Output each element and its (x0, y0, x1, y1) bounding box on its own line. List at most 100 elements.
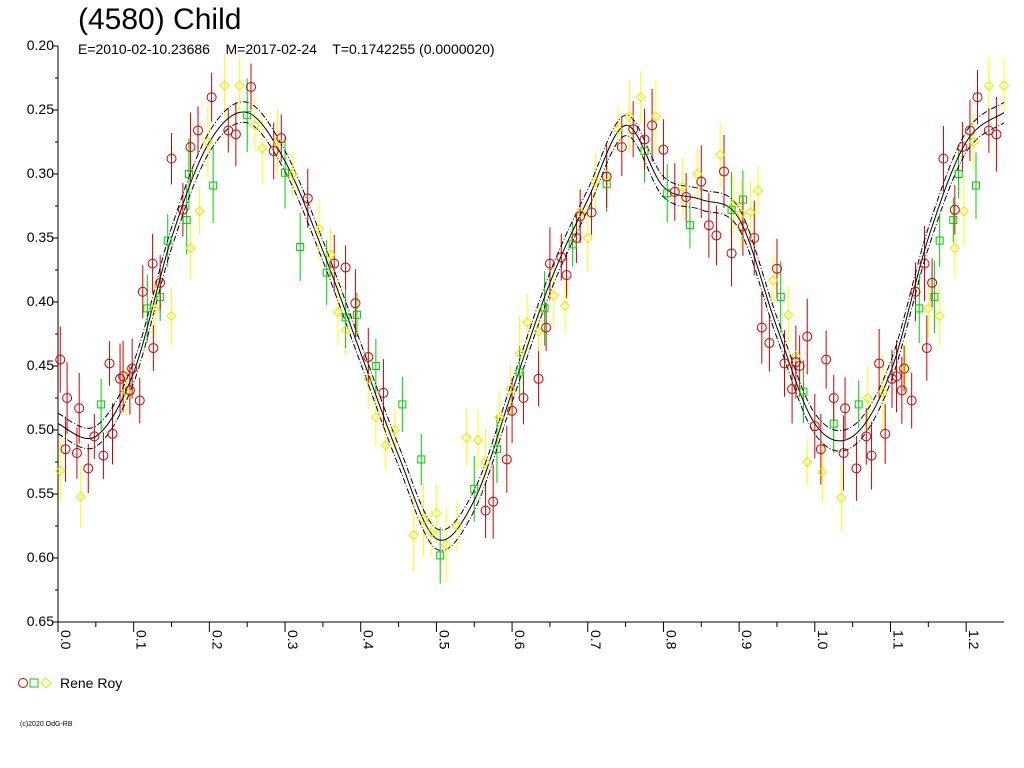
data-point-circle (726, 248, 737, 259)
data-point-diamond (202, 136, 214, 148)
data-point-diamond (736, 208, 747, 219)
data-point-circle (55, 354, 66, 365)
data-point-diamond (601, 170, 612, 181)
data-point-diamond (75, 491, 86, 502)
data-point-circle (821, 354, 832, 365)
y-tick-label: 0.60 (27, 549, 54, 565)
data-point-circle (681, 192, 692, 203)
data-point-circle (919, 258, 930, 269)
lightcurve-plot: 0.20 0.25 0.30 0.35 0.40 0.45 0.50 0.55 0.60 0.65… (27, 37, 1010, 650)
data-point-square (209, 181, 218, 190)
data-point-circle (696, 176, 707, 187)
data-point-diamond (677, 181, 688, 193)
data-point-square (296, 242, 305, 251)
y-tick-label: 0.55 (27, 485, 54, 501)
data-point-circle (488, 496, 499, 507)
data-point-diamond (559, 300, 571, 312)
data-point-diamond (582, 232, 593, 244)
data-point-square (341, 313, 350, 322)
data-point-circle (518, 393, 529, 403)
data-point-circle (350, 298, 361, 309)
data-point-diamond (836, 492, 847, 504)
data-point-diamond (185, 243, 196, 254)
data-point-diamond (461, 432, 472, 443)
data-point-diamond (767, 275, 779, 286)
data-point-square (184, 170, 193, 178)
chart-subtitle: E=2010-02-10.23686 M=2017-02-24 T=0.1742… (78, 41, 495, 57)
data-point-square (163, 236, 172, 245)
data-point-circle (910, 286, 921, 297)
data-point-diamond (802, 456, 813, 468)
data-point-diamond (635, 91, 646, 103)
data-point-square (470, 484, 479, 493)
data-point-circle (756, 322, 767, 333)
data-point-circle (575, 211, 586, 222)
data-point-diamond (441, 539, 452, 551)
data-point-circle (647, 120, 658, 131)
data-point-circle (533, 373, 544, 384)
data-point-circle (98, 450, 109, 461)
data-point-diamond (234, 80, 245, 91)
data-point-square (515, 368, 524, 377)
data-point-circle (991, 129, 1002, 140)
data-point-diamond (120, 386, 132, 397)
data-point-diamond (325, 249, 336, 260)
data-point-diamond (380, 440, 391, 451)
data-point-circle (134, 395, 145, 406)
data-point-square (930, 292, 939, 301)
data-point-square (436, 551, 445, 560)
data-point-diamond (783, 309, 794, 321)
data-point-square (954, 170, 963, 178)
data-point-square (352, 310, 361, 319)
data-point-diamond (149, 303, 161, 314)
plot-axes (52, 45, 1004, 632)
data-point-circle (115, 373, 126, 384)
data-point-circle (245, 81, 256, 92)
data-point-circle (586, 207, 597, 218)
tick-labels: 0.20 0.25 0.30 0.35 0.40 0.45 0.50 0.55 0.60 0.65… (27, 37, 982, 650)
legend-circle-icon (18, 678, 28, 688)
data-point-diamond (983, 80, 995, 91)
data-point-diamond (425, 527, 437, 538)
data-point-circle (137, 286, 148, 297)
data-point-circle (83, 463, 94, 474)
data-point-diamond (923, 303, 934, 314)
data-point-circle (794, 361, 805, 371)
data-point-circle (147, 258, 158, 269)
data-point-square (799, 387, 808, 396)
data-point-square (949, 216, 958, 225)
data-point-square (243, 111, 252, 120)
data-point-circle (938, 153, 949, 164)
data-point-diamond (548, 290, 559, 301)
data-point-circle (840, 403, 851, 414)
data-point-square (685, 221, 694, 230)
data-point-diamond (949, 243, 961, 254)
data-point-circle (957, 142, 968, 153)
data-point-diamond (194, 205, 205, 217)
fit-curves (57, 101, 1005, 551)
data-point-diamond (340, 324, 351, 336)
data-point-circle (501, 454, 512, 465)
legend-symbols (18, 677, 52, 689)
data-point-circle (556, 252, 567, 263)
data-point-diamond (998, 80, 1010, 91)
data-point-circle (616, 142, 627, 153)
data-point-diamond (790, 350, 802, 361)
data-point-diamond (370, 411, 382, 423)
data-point-diamond (166, 310, 177, 322)
data-point-square (776, 292, 785, 301)
data-point-diamond (257, 143, 268, 154)
data-point-circle (802, 331, 813, 342)
data-point-diamond (219, 80, 230, 91)
data-point-circle (561, 270, 572, 281)
data-point-circle (921, 343, 932, 354)
data-point-circle (861, 431, 872, 442)
data-point-square (371, 362, 380, 370)
x-tick-label: 0.6 (512, 630, 528, 650)
data-point-circle (363, 352, 374, 363)
data-point-diamond (55, 465, 66, 477)
data-point-diamond (389, 424, 400, 436)
x-tick-label: 1.2 (966, 630, 982, 650)
x-tick-label: 0.7 (588, 630, 604, 650)
data-point-diamond (431, 507, 442, 519)
